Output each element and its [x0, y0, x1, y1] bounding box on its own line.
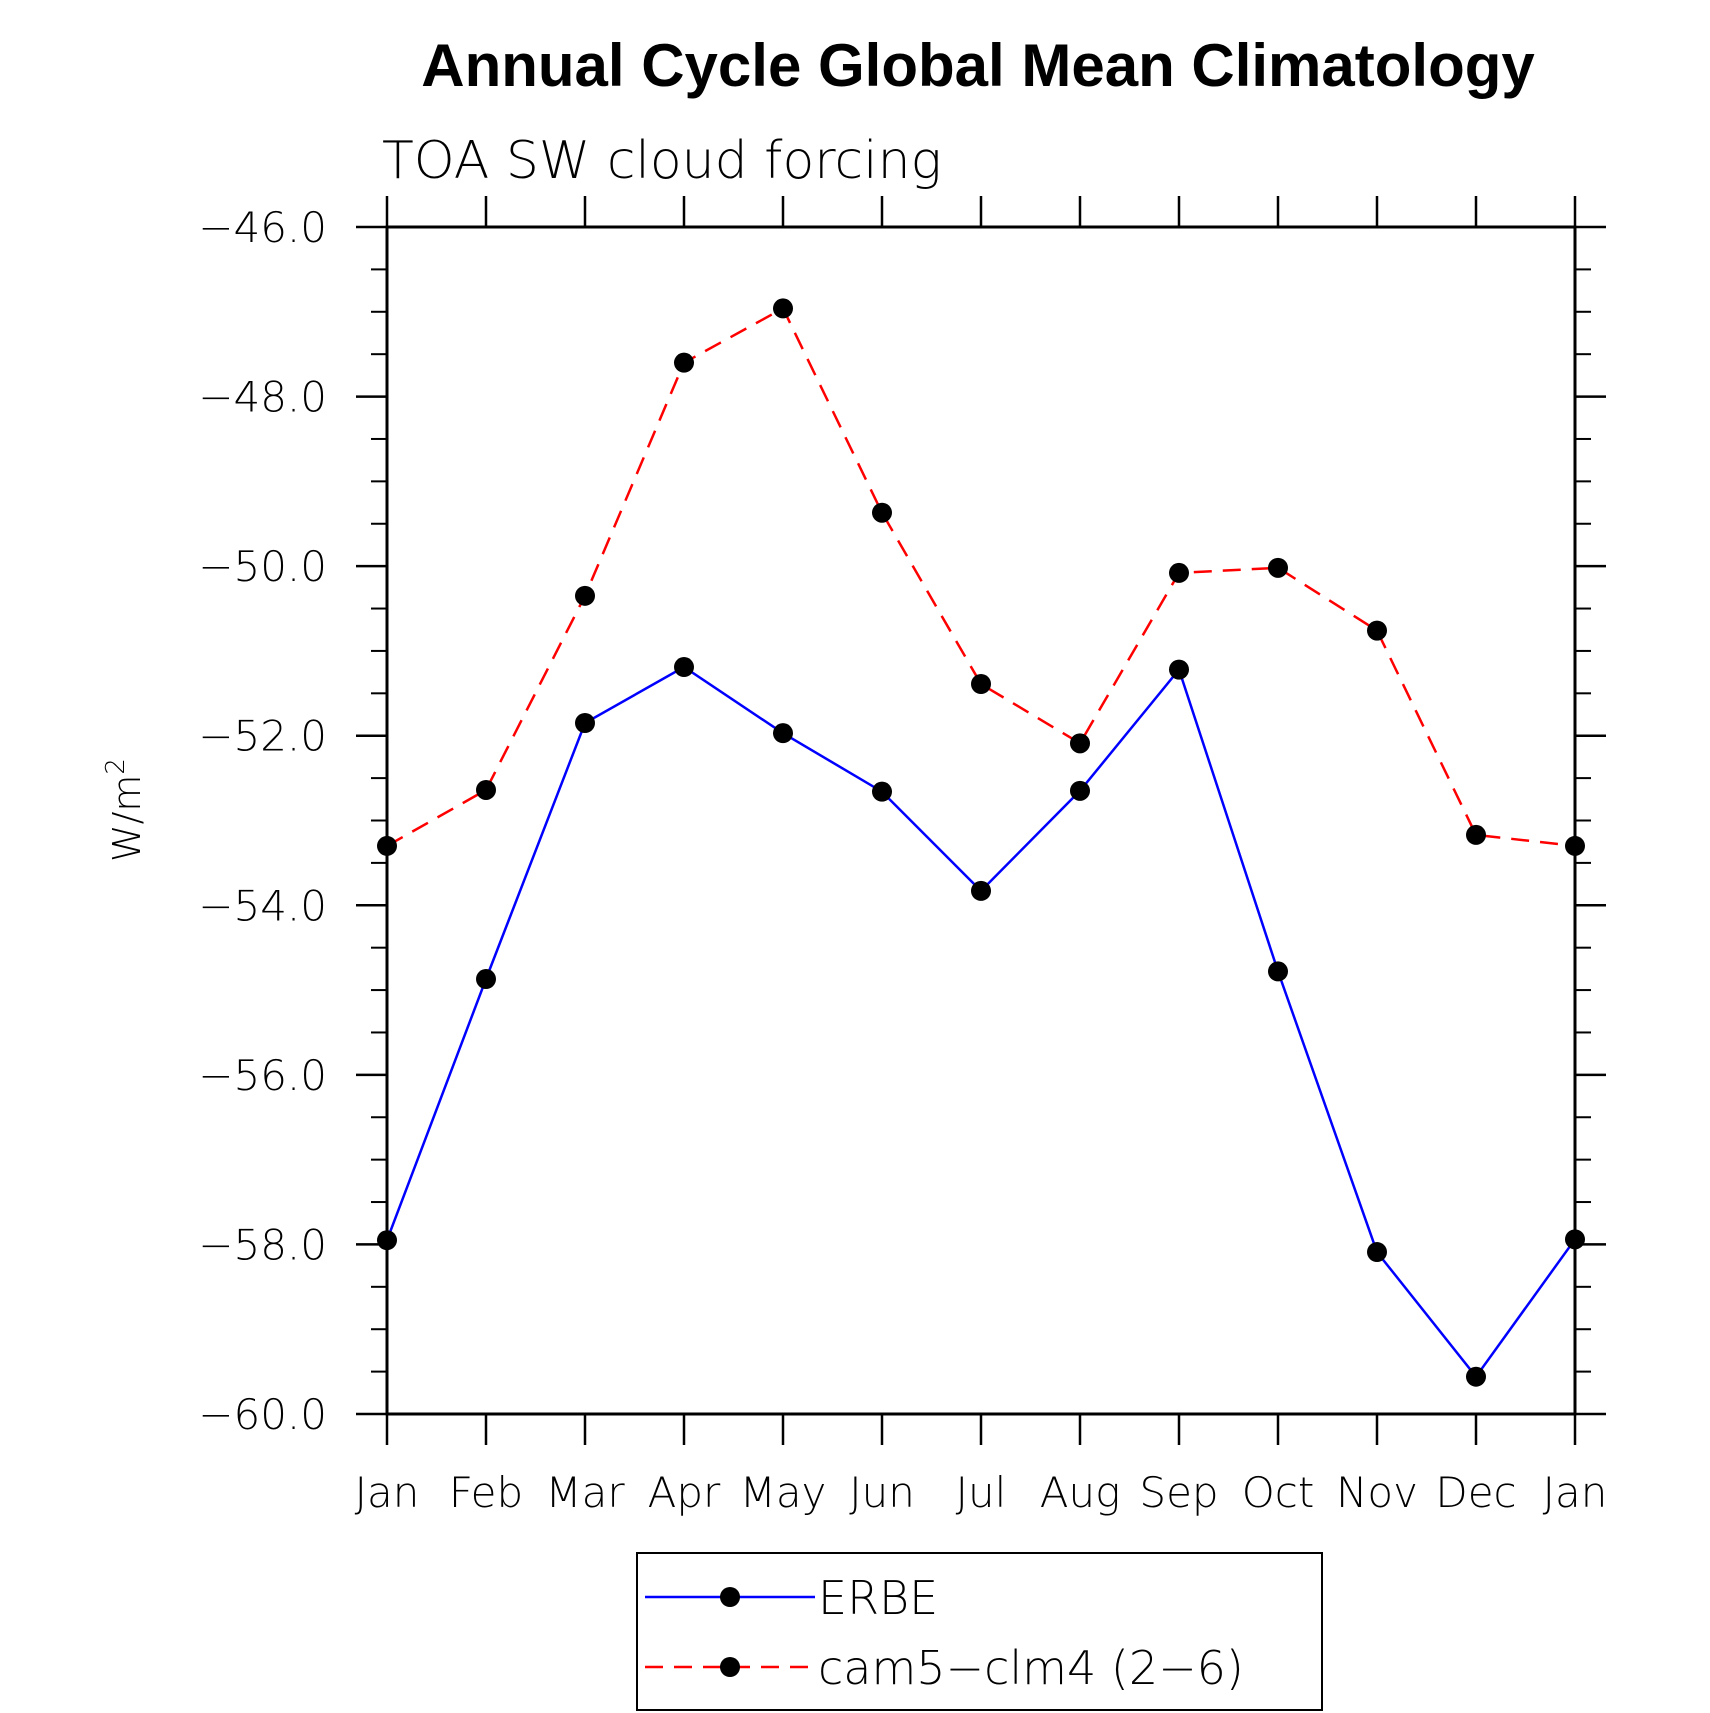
data-point-series-1 — [377, 835, 397, 856]
data-point-series-0 — [773, 723, 793, 744]
x-tick-label: Apr — [648, 1468, 721, 1517]
chart-title: Annual Cycle Global Mean Climatology — [421, 32, 1535, 99]
y-axis-label-superscript: 2 — [101, 758, 131, 775]
data-point-series-1 — [674, 352, 694, 373]
data-point-series-0 — [1565, 1229, 1585, 1250]
legend: ERBE cam5−clm4 (2−6) — [636, 1552, 1323, 1711]
data-point-series-0 — [872, 781, 892, 802]
data-point-series-1 — [1565, 835, 1585, 856]
legend-marker-cam5-clm4 — [720, 1657, 740, 1677]
data-point-series-1 — [971, 673, 991, 694]
data-point-series-1 — [773, 298, 793, 319]
y-tick-label: −48.0 — [198, 373, 327, 422]
y-tick-label: −50.0 — [198, 542, 327, 591]
data-point-series-1 — [1466, 824, 1486, 845]
data-point-series-0 — [1070, 780, 1090, 801]
data-point-series-0 — [1466, 1366, 1486, 1387]
data-series — [377, 298, 1585, 1387]
data-point-series-1 — [1367, 620, 1387, 641]
series-line-0 — [385, 665, 1577, 1379]
legend-marker-erbe — [720, 1587, 740, 1607]
x-tick-label: Oct — [1242, 1468, 1315, 1517]
data-point-series-0 — [476, 969, 496, 990]
data-point-series-1 — [1169, 562, 1189, 583]
y-axis-label-text: W/m — [105, 775, 149, 862]
data-point-series-1 — [575, 585, 595, 606]
data-point-series-1 — [1268, 557, 1288, 578]
data-point-series-0 — [971, 880, 991, 901]
data-point-series-0 — [674, 657, 694, 678]
axis-ticks: −46.0 −48.0 −50.0 −52.0 −54.0 −56.0 −58.0 −60.0… — [198, 196, 1607, 1517]
x-tick-label: Jul — [956, 1468, 1007, 1517]
svg-text:W/m2: W/m2 — [101, 758, 149, 862]
legend-label-erbe: ERBE — [818, 1571, 938, 1625]
series-line-1 — [386, 306, 1576, 848]
y-tick-label: −60.0 — [198, 1390, 327, 1439]
legend-label-cam5-clm4: cam5−clm4 (2−6) — [818, 1641, 1244, 1695]
x-tick-label: Mar — [545, 1468, 625, 1517]
x-tick-label: Aug — [1040, 1468, 1121, 1517]
data-point-series-1 — [476, 779, 496, 800]
data-point-series-1 — [872, 502, 892, 523]
data-point-series-0 — [575, 712, 595, 733]
x-tick-label: May — [740, 1468, 827, 1517]
y-axis-label: W/m2 — [101, 758, 149, 862]
x-tick-label: Dec — [1435, 1468, 1516, 1517]
y-tick-label: −56.0 — [198, 1051, 327, 1100]
data-point-series-1 — [1070, 733, 1090, 754]
plot-frame — [385, 225, 1577, 1416]
data-point-series-0 — [377, 1230, 397, 1251]
legend-box — [636, 1552, 1323, 1711]
y-tick-label: −54.0 — [198, 881, 327, 930]
data-point-series-0 — [1268, 961, 1288, 982]
x-tick-label: Jun — [849, 1468, 915, 1517]
x-tick-label: Nov — [1336, 1468, 1418, 1517]
x-tick-label: Feb — [449, 1468, 523, 1517]
data-point-series-0 — [1367, 1242, 1387, 1263]
chart-subtitle: TOA SW cloud forcing — [382, 131, 942, 191]
x-tick-label: Jan — [1543, 1468, 1608, 1517]
x-tick-label: Sep — [1139, 1468, 1218, 1517]
y-tick-label: −52.0 — [198, 712, 327, 761]
y-tick-label: −58.0 — [198, 1220, 327, 1269]
data-point-series-0 — [1169, 659, 1189, 680]
y-tick-label: −46.0 — [198, 203, 327, 252]
x-tick-label: Jan — [355, 1468, 420, 1517]
